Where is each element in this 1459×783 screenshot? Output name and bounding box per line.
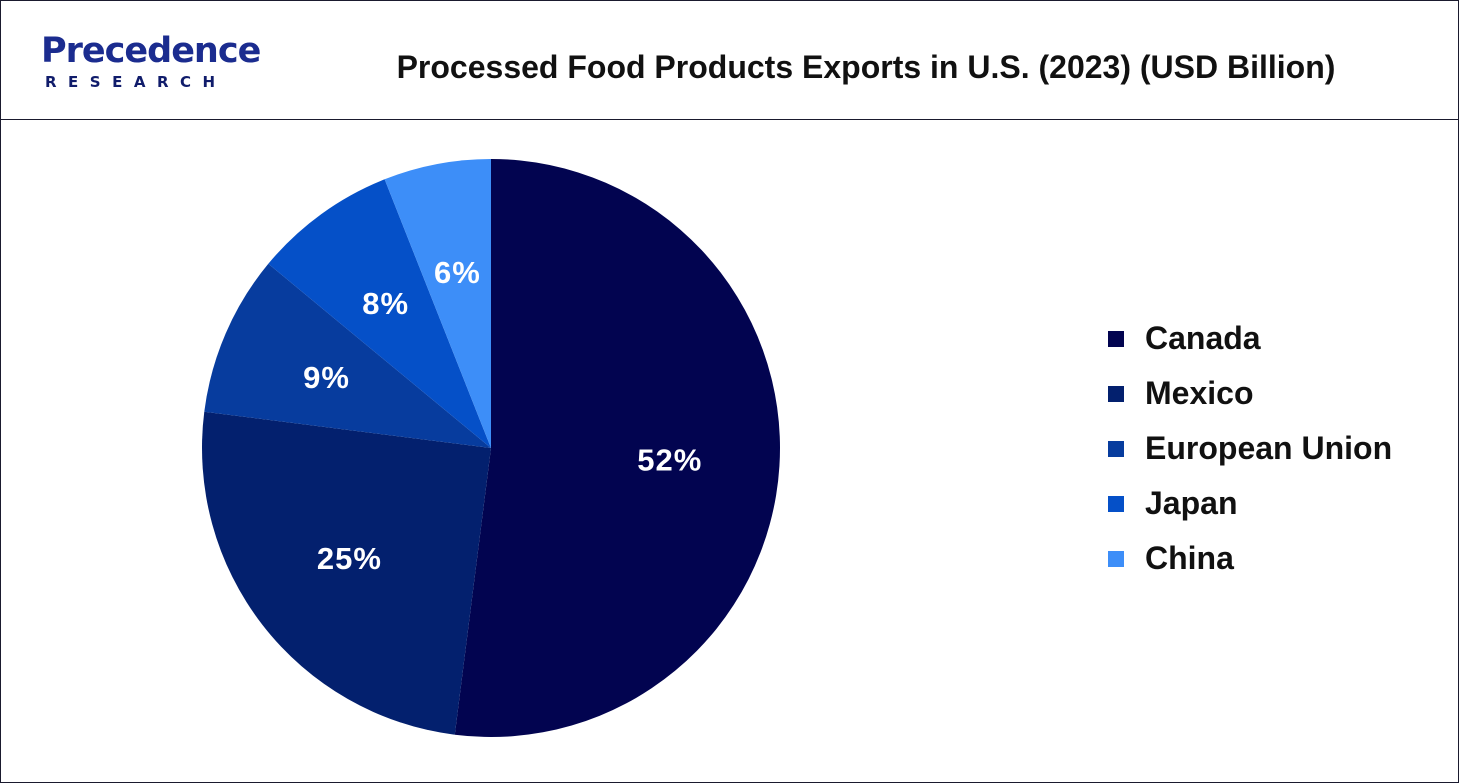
legend-swatch <box>1108 385 1124 402</box>
legend-label: China <box>1145 540 1234 576</box>
data-label-european-union: 9% <box>303 360 350 395</box>
data-label-japan: 8% <box>362 286 409 321</box>
legend-swatch <box>1108 550 1124 567</box>
precedence-research-logo: Precedence RESEARCH <box>41 31 281 101</box>
legend-label: European Union <box>1145 430 1393 466</box>
legend-label: Mexico <box>1145 375 1254 411</box>
legend-item-china: China <box>1108 531 1392 586</box>
legend-swatch <box>1108 440 1124 457</box>
data-label-china: 6% <box>434 255 481 290</box>
legend-item-japan: Japan <box>1108 476 1392 531</box>
data-label-canada: 52% <box>637 442 702 477</box>
pie-slice-mexico <box>201 411 491 735</box>
legend-item-european-union: European Union <box>1108 421 1392 476</box>
logo-subtitle: RESEARCH <box>45 73 227 91</box>
legend-label: Japan <box>1145 485 1238 521</box>
legend-swatch <box>1108 495 1124 512</box>
pie-chart: 52% 25% 9% 8% 6% <box>201 159 780 737</box>
data-label-mexico: 25% <box>317 541 382 576</box>
pie-slice-canada <box>454 159 780 737</box>
legend-item-mexico: Mexico <box>1108 366 1392 421</box>
pie-slice-china <box>384 159 491 448</box>
header-bar: Precedence RESEARCH Processed Food Produ… <box>1 1 1458 120</box>
legend-label: Canada <box>1145 320 1261 356</box>
chart-title: Processed Food Products Exports in U.S. … <box>396 49 1336 85</box>
chart-legend: Canada Mexico European Union Japan China <box>1108 311 1392 586</box>
pie-slice-japan <box>268 179 491 448</box>
pie-slice-european-union <box>204 263 491 448</box>
legend-item-canada: Canada <box>1108 311 1392 366</box>
logo-wordmark: Precedence <box>41 31 261 71</box>
legend-swatch <box>1108 330 1124 347</box>
